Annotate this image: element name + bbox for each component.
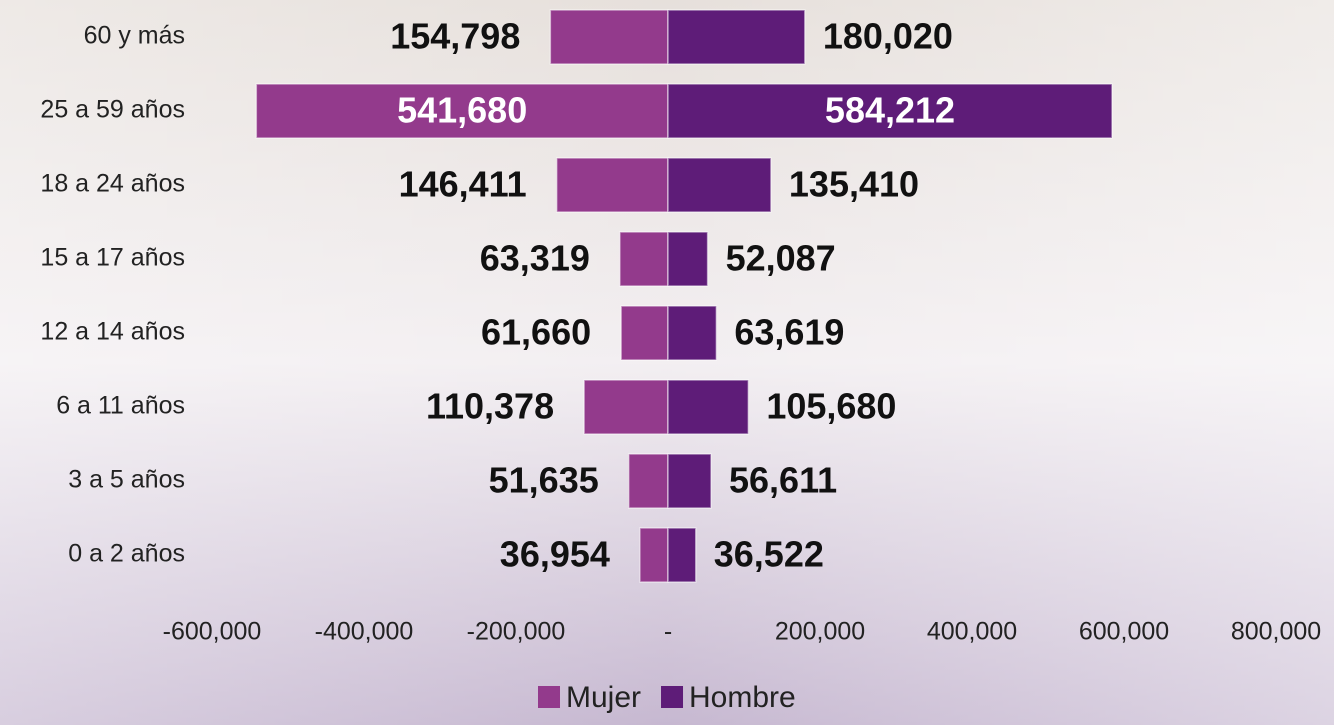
bar <box>668 528 696 582</box>
x-tick-label: - <box>664 618 672 646</box>
bar <box>629 454 668 508</box>
data-label: 584,212 <box>825 90 955 131</box>
chart: -600,000-400,000-200,000-200,000400,0006… <box>0 0 1334 725</box>
legend-swatch <box>538 686 560 708</box>
bar <box>620 232 668 286</box>
data-label: 36,522 <box>714 534 824 575</box>
y-tick-label: 3 a 5 años <box>68 466 185 494</box>
y-tick-label: 25 a 59 años <box>40 96 185 124</box>
x-tick-label: -600,000 <box>163 618 262 646</box>
bar <box>584 380 668 434</box>
data-label: 51,635 <box>489 460 599 501</box>
x-tick-label: -400,000 <box>315 618 414 646</box>
bar <box>557 158 668 212</box>
data-label: 36,954 <box>500 534 610 575</box>
data-label: 110,378 <box>426 386 554 427</box>
data-label: 154,798 <box>390 16 520 57</box>
bar <box>550 10 668 64</box>
data-label: 61,660 <box>481 312 591 353</box>
bar <box>668 454 711 508</box>
x-tick-label: 400,000 <box>927 618 1017 646</box>
x-tick-label: 600,000 <box>1079 618 1169 646</box>
bar <box>640 528 668 582</box>
data-label: 146,411 <box>399 164 527 205</box>
bar <box>668 306 716 360</box>
x-tick-label: 200,000 <box>775 618 865 646</box>
bar <box>668 380 748 434</box>
data-label: 541,680 <box>397 90 527 131</box>
y-tick-label: 0 a 2 años <box>68 540 185 568</box>
bar <box>621 306 668 360</box>
data-label: 135,410 <box>789 164 919 205</box>
data-label: 52,087 <box>726 238 836 279</box>
x-tick-label: 800,000 <box>1231 618 1321 646</box>
data-label: 105,680 <box>766 386 896 427</box>
bar <box>668 158 771 212</box>
x-tick-label: -200,000 <box>467 618 566 646</box>
data-label: 63,619 <box>734 312 844 353</box>
legend-label: Hombre <box>689 681 796 714</box>
data-label: 56,611 <box>729 460 837 501</box>
legend-label: Mujer <box>566 681 641 714</box>
y-tick-label: 12 a 14 años <box>40 318 185 346</box>
y-tick-label: 60 y más <box>84 22 185 50</box>
y-tick-label: 15 a 17 años <box>40 244 185 272</box>
bar <box>668 10 805 64</box>
y-tick-label: 18 a 24 años <box>40 170 185 198</box>
legend-swatch <box>661 686 683 708</box>
data-label: 63,319 <box>480 238 590 279</box>
bar <box>668 232 708 286</box>
data-label: 180,020 <box>823 16 953 57</box>
y-tick-label: 6 a 11 años <box>56 392 185 420</box>
